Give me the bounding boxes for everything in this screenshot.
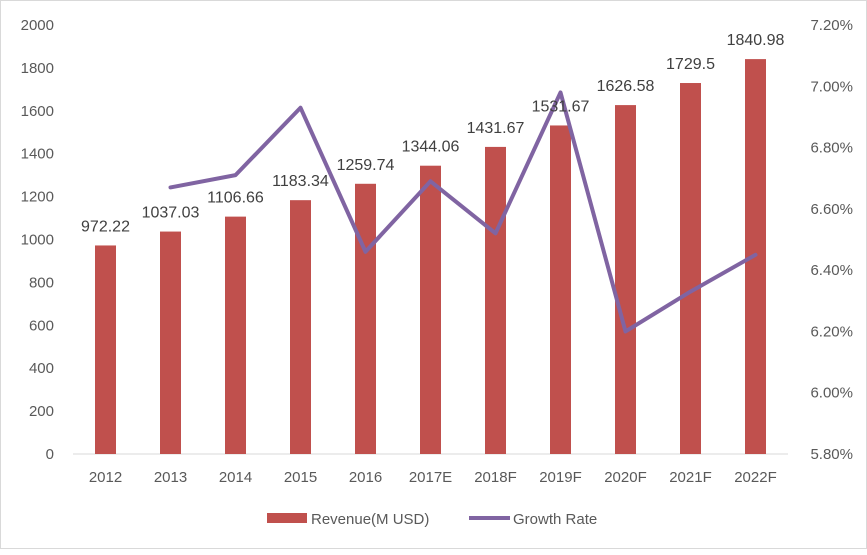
x-tick-label: 2019F: [539, 469, 582, 486]
x-tick-label: 2020F: [604, 469, 647, 486]
legend-revenue-swatch: [267, 513, 307, 523]
legend-revenue-label: Revenue(M USD): [311, 511, 429, 528]
revenue-bar: [95, 245, 116, 454]
x-tick-label: 2018F: [474, 469, 517, 486]
x-tick-label: 2017E: [409, 469, 452, 486]
revenue-data-label: 1183.34: [272, 173, 329, 190]
right-tick-label: 6.80%: [810, 140, 853, 157]
x-tick-label: 2015: [284, 469, 317, 486]
left-tick-label: 600: [29, 317, 54, 334]
revenue-data-label: 1106.66: [207, 190, 264, 207]
revenue-bar: [680, 83, 701, 454]
right-tick-label: 6.20%: [810, 323, 853, 340]
right-tick-label: 6.40%: [810, 262, 853, 279]
revenue-bar: [355, 183, 376, 454]
right-tick-label: 7.20%: [810, 17, 853, 34]
revenue-bar: [420, 165, 441, 454]
revenue-data-label: 1037.03: [142, 205, 200, 222]
left-tick-label: 1800: [21, 60, 54, 77]
right-tick-label: 6.00%: [810, 385, 853, 402]
left-tick-label: 0: [46, 446, 54, 463]
revenue-data-label: 1531.67: [532, 98, 590, 115]
revenue-data-label: 1259.74: [337, 157, 395, 174]
left-tick-label: 200: [29, 403, 54, 420]
revenue-data-label: 1840.98: [727, 32, 785, 49]
revenue-data-label: 1729.5: [666, 56, 715, 73]
x-tick-label: 2014: [219, 469, 252, 486]
revenue-bar: [550, 125, 571, 454]
x-tick-label: 2013: [154, 469, 187, 486]
right-tick-label: 7.00%: [810, 78, 853, 95]
revenue-bar: [225, 216, 246, 454]
left-tick-label: 1600: [21, 103, 54, 120]
growth-rate-line: [168, 90, 758, 334]
revenue-bar: [160, 231, 181, 454]
left-tick-label: 800: [29, 274, 54, 291]
revenue-data-label: 1431.67: [467, 120, 525, 137]
x-tick-label: 2021F: [669, 469, 712, 486]
right-tick-label: 5.80%: [810, 446, 853, 463]
left-tick-label: 1200: [21, 189, 54, 206]
revenue-data-label: 972.22: [81, 218, 130, 235]
left-tick-label: 1400: [21, 146, 54, 163]
revenue-bar: [290, 200, 311, 454]
revenue-bar: [485, 146, 506, 454]
revenue-bar: [615, 105, 636, 455]
x-tick-label: 2012: [89, 469, 122, 486]
x-tick-label: 2016: [349, 469, 382, 486]
left-tick-label: 2000: [21, 17, 54, 34]
revenue-data-label: 1626.58: [597, 78, 655, 95]
left-tick-label: 400: [29, 360, 54, 377]
legend-growth-label: Growth Rate: [513, 511, 597, 528]
right-tick-label: 6.60%: [810, 201, 853, 218]
left-tick-label: 1000: [21, 232, 54, 249]
revenue-data-label: 1344.06: [402, 139, 460, 156]
x-tick-label: 2022F: [734, 469, 777, 486]
